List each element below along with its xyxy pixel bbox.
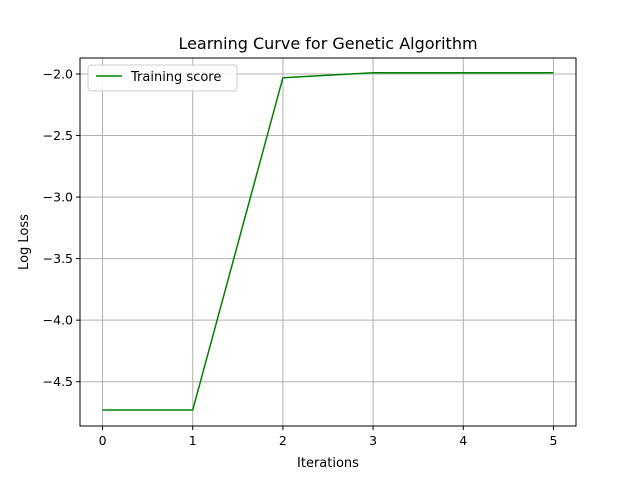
y-axis-label: Log Loss (17, 214, 32, 270)
y-tick-label: −4.5 (43, 374, 73, 389)
y-tick-label: −4.0 (43, 313, 73, 328)
plot-frame (79, 57, 577, 427)
legend: Training score (87, 64, 238, 92)
series-line-training-score (102, 72, 554, 411)
y-tick-label: −2.0 (43, 67, 73, 82)
series-layer (102, 72, 554, 411)
x-tick-label: 4 (459, 433, 467, 448)
x-tick-label: 2 (279, 433, 287, 448)
y-tick-label: −3.5 (43, 251, 73, 266)
chart-title: Learning Curve for Genetic Algorithm (178, 34, 477, 53)
axis-ticks: 0 1 2 3 4 5 −4.5 −4.0 −3.5 −3.0 −2.5 −2.0 (43, 67, 558, 449)
y-tick-label: −3.0 (43, 190, 73, 205)
legend-box (87, 64, 238, 92)
x-tick-label: 5 (549, 433, 557, 448)
grid-lines (80, 58, 576, 426)
y-tick-label: −2.5 (43, 128, 73, 143)
x-axis-label: Iterations (297, 456, 359, 471)
x-tick-label: 1 (189, 433, 197, 448)
legend-label-training-score: Training score (130, 70, 221, 85)
x-tick-label: 0 (99, 433, 107, 448)
x-tick-label: 3 (369, 433, 377, 448)
